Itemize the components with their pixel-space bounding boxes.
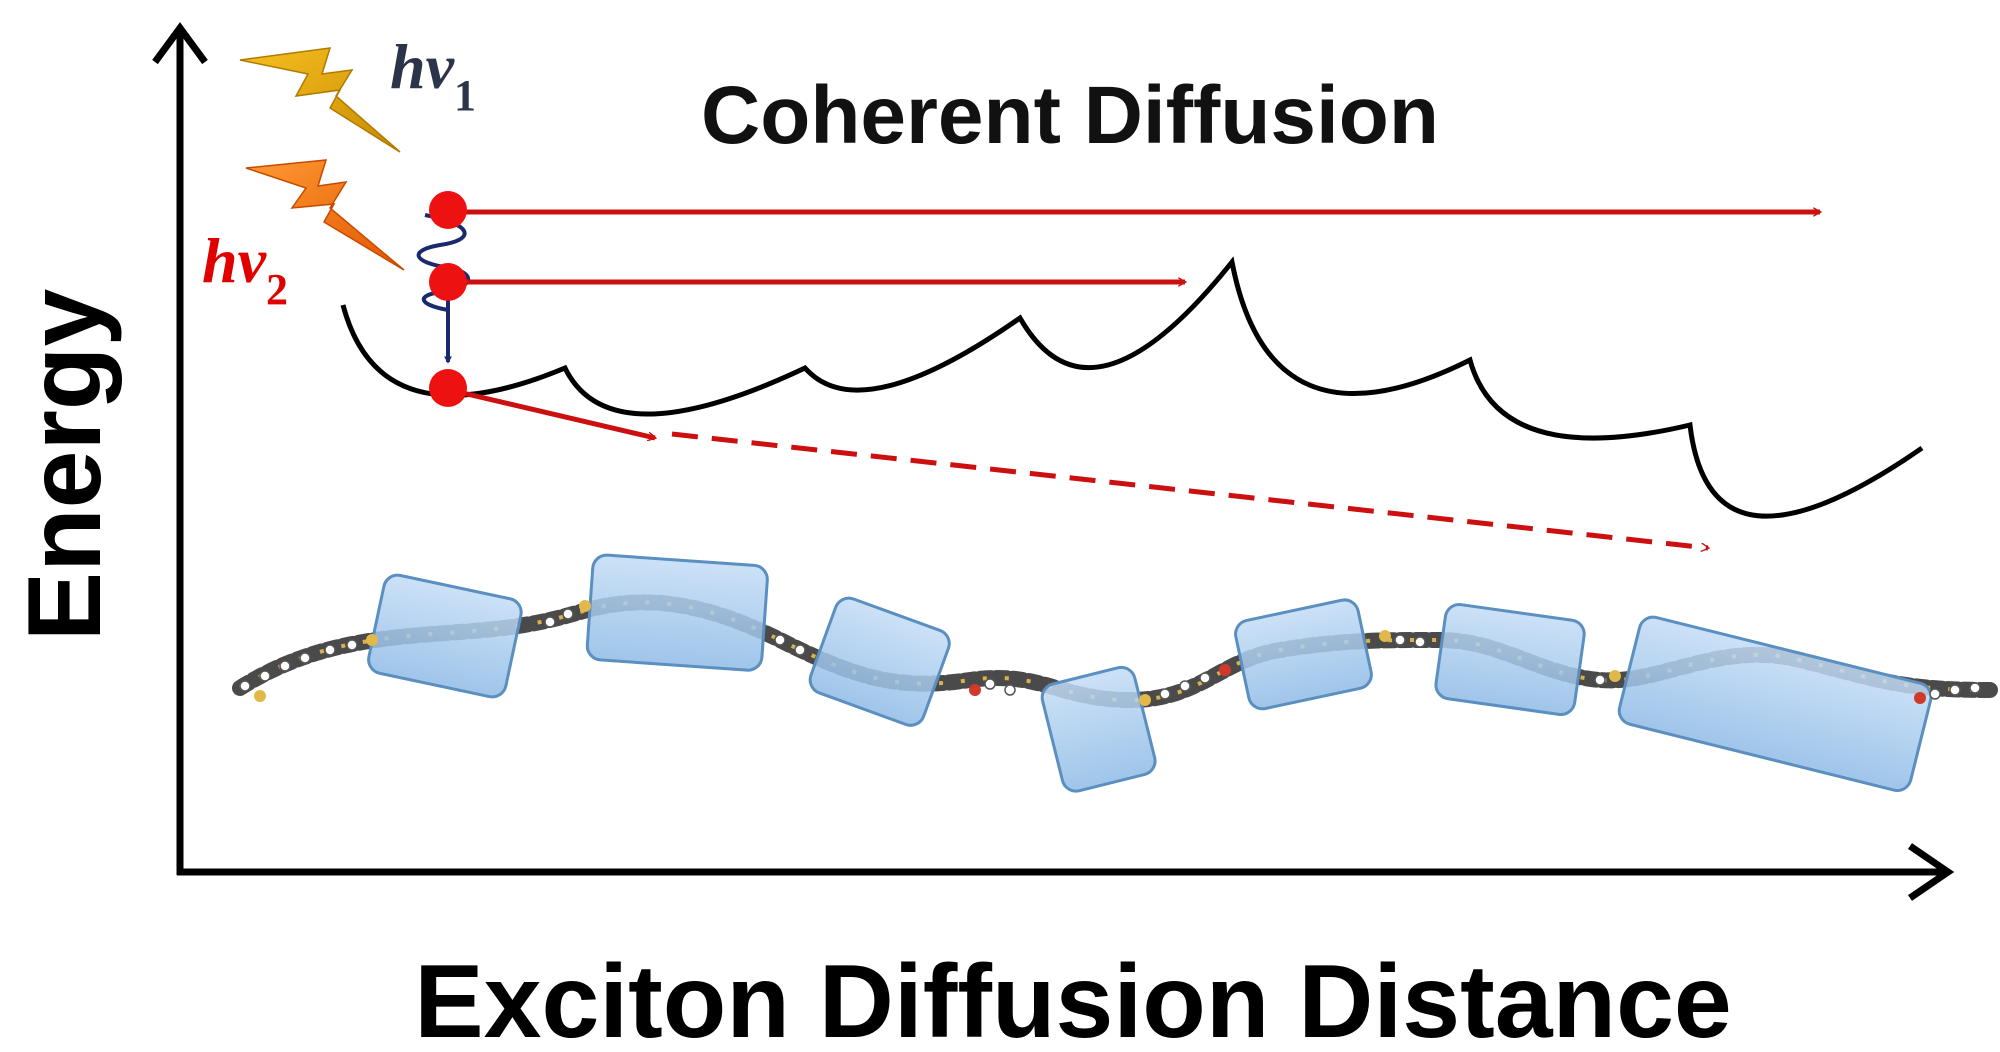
conjugated-segment-box	[1617, 615, 1933, 792]
conjugated-segment-box	[1234, 598, 1373, 711]
photon-1-label: hν1	[390, 31, 476, 120]
conjugated-segment-box	[367, 573, 523, 699]
axes	[152, 22, 1955, 901]
incoherent-arrow-solid	[449, 387, 655, 438]
x-axis-label: Exciton Diffusion Distance	[414, 944, 1732, 1052]
polymer-chain-illustration	[232, 553, 1998, 793]
exciton-dot-mid	[429, 263, 467, 301]
chain-atoms	[239, 608, 1981, 700]
x-axis-arrowhead	[1908, 843, 1955, 901]
diagram-title: Coherent Diffusion	[701, 70, 1439, 161]
chain-heteroatoms	[254, 600, 1926, 706]
conjugated-segment-box	[808, 596, 951, 727]
photon-2-label: hν2	[202, 225, 288, 314]
y-axis-label: Energy	[7, 289, 123, 642]
chain-backbone-highlight	[238, 600, 1991, 703]
energy-landscape-curve	[340, 256, 1924, 519]
conjugated-segment-box	[585, 553, 769, 672]
lightning-bolt-icon	[239, 47, 401, 153]
lightning-bolt-icon	[245, 159, 405, 271]
y-axis-arrowhead	[152, 22, 208, 65]
exciton-dot-low	[429, 369, 467, 407]
conjugated-segment-box	[1040, 665, 1157, 793]
incoherent-arrow-dashed	[671, 431, 1708, 548]
conjugated-segment-box	[1434, 603, 1586, 716]
exciton-dot-high	[429, 191, 467, 229]
